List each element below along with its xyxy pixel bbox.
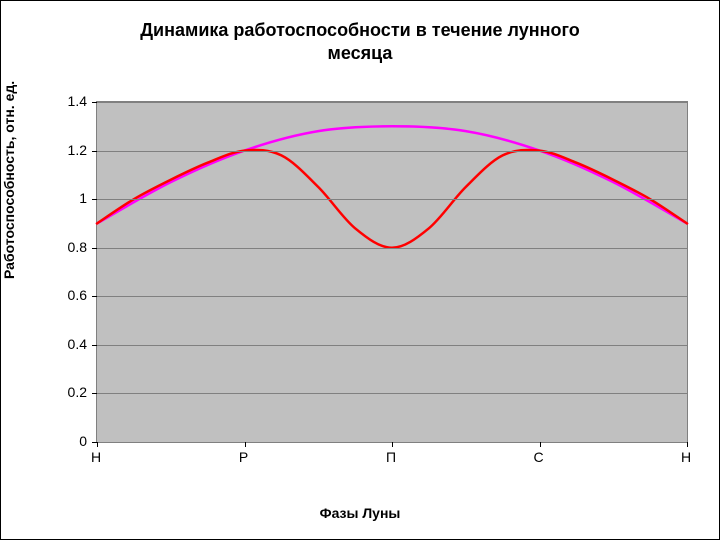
- gridline-h: [97, 393, 687, 394]
- y-tick-label: 0.4: [68, 336, 87, 352]
- y-tick-mark: [92, 248, 97, 249]
- series-magenta: [97, 126, 687, 223]
- gridline-h: [97, 345, 687, 346]
- x-tick-mark: [97, 442, 98, 447]
- y-tick-label: 1.2: [68, 142, 87, 158]
- x-axis-label: Фазы Луны: [1, 505, 719, 521]
- y-tick-mark: [92, 199, 97, 200]
- x-tick-label: Н: [681, 449, 691, 465]
- title-line-2: месяца: [328, 43, 393, 63]
- x-tick-label: С: [533, 449, 543, 465]
- plot-area: [96, 101, 688, 443]
- gridline-h: [97, 199, 687, 200]
- x-tick-label: Р: [239, 449, 248, 465]
- y-tick-label: 0.8: [68, 239, 87, 255]
- y-axis-label: Работоспособность, отн. ед.: [1, 81, 17, 279]
- x-tick-mark: [245, 442, 246, 447]
- y-tick-mark: [92, 393, 97, 394]
- y-tick-mark: [92, 296, 97, 297]
- y-tick-label: 0: [79, 433, 87, 449]
- y-tick-mark: [92, 102, 97, 103]
- y-tick-label: 0.6: [68, 287, 87, 303]
- y-tick-label: 1.4: [68, 93, 87, 109]
- x-tick-label: П: [386, 449, 396, 465]
- title-line-1: Динамика работоспособности в течение лун…: [140, 20, 580, 40]
- y-tick-label: 1: [79, 190, 87, 206]
- y-tick-mark: [92, 151, 97, 152]
- y-tick-label: 0.2: [68, 384, 87, 400]
- x-tick-mark: [540, 442, 541, 447]
- y-tick-mark: [92, 345, 97, 346]
- gridline-h: [97, 296, 687, 297]
- gridline-h: [97, 248, 687, 249]
- gridline-h: [97, 102, 687, 103]
- chart-svg: [97, 102, 687, 442]
- x-tick-mark: [392, 442, 393, 447]
- gridline-h: [97, 151, 687, 152]
- chart-title: Динамика работоспособности в течение лун…: [1, 19, 719, 66]
- chart-container: Динамика работоспособности в течение лун…: [0, 0, 720, 540]
- x-tick-label: Н: [91, 449, 101, 465]
- x-tick-mark: [687, 442, 688, 447]
